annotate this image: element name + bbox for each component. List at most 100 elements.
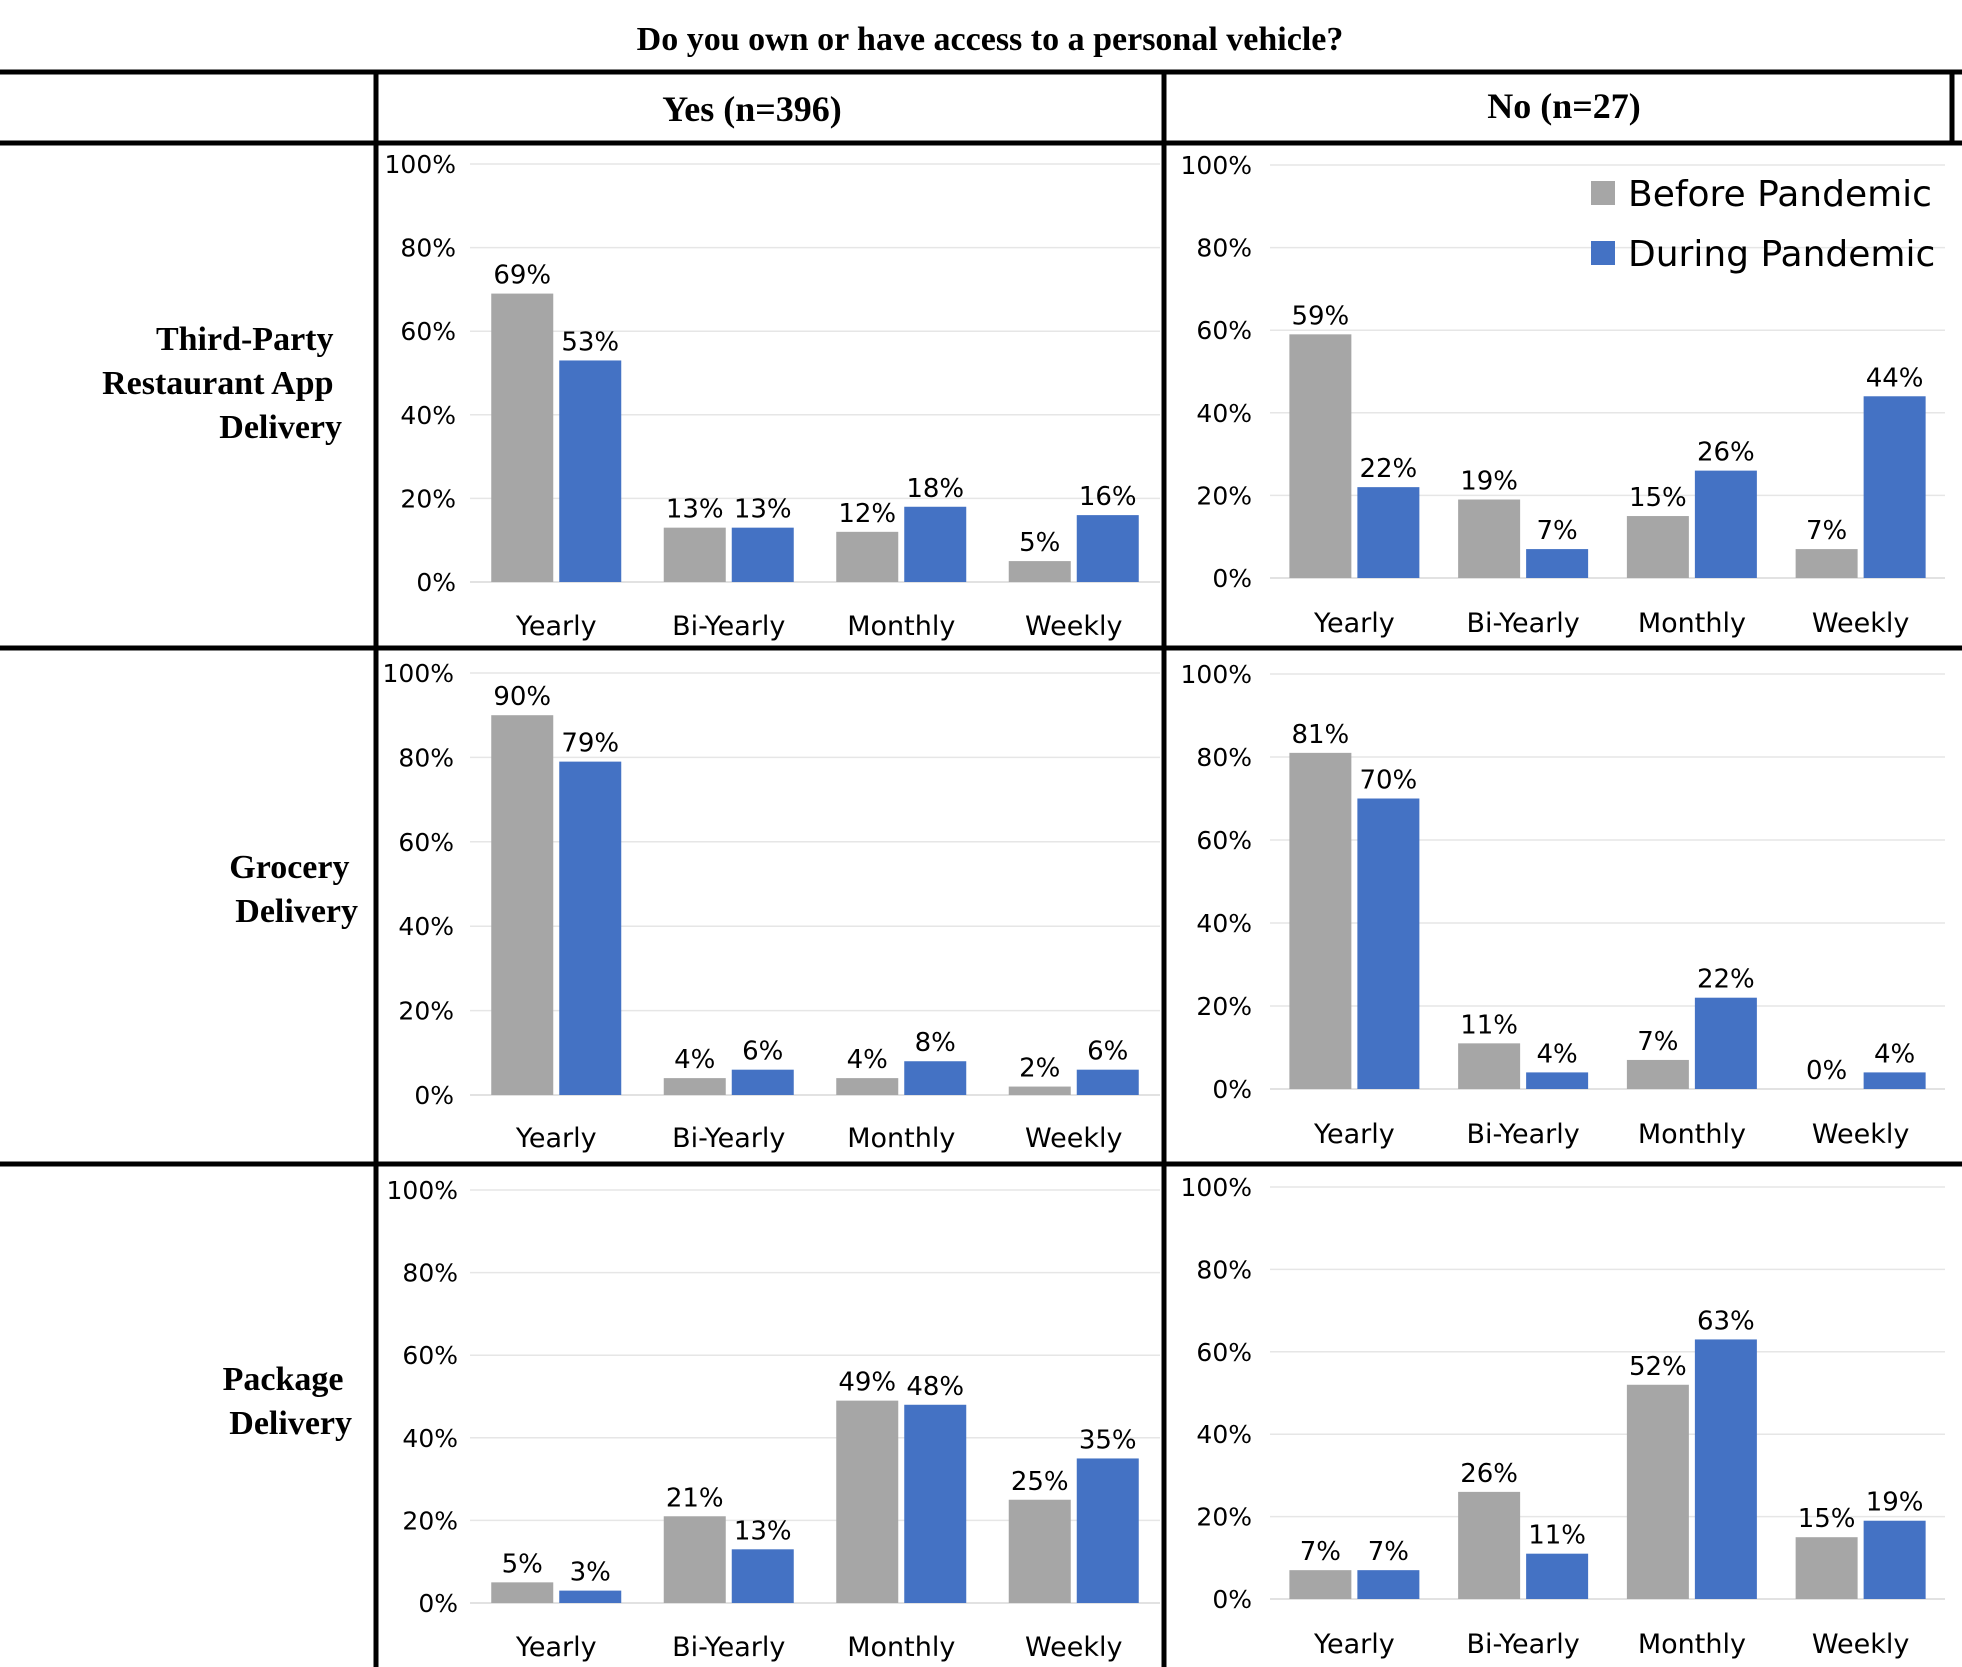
bar-before-pandemic-monthly	[836, 1078, 899, 1095]
category-label-yearly: Yearly	[1313, 1119, 1395, 1150]
chart-panels: 0% 20% 40% 60% 80% 100% 69% 53% Yearly 13% 13% Bi-Y…	[383, 150, 1945, 1663]
bar-before-pandemic-yearly	[491, 293, 554, 582]
bar-before-pandemic-yearly	[1289, 1570, 1352, 1599]
category-label-yearly: Yearly	[515, 1123, 597, 1154]
y-tick-label: 40%	[1196, 399, 1252, 428]
bar-during-pandemic-weekly	[1076, 1069, 1139, 1095]
bar-during-pandemic-monthly	[1694, 1339, 1757, 1599]
bar-before-pandemic-weekly	[1008, 1086, 1071, 1095]
bar-during-pandemic-weekly	[1076, 515, 1139, 582]
data-label-before-pandemic-yearly: 59%	[1291, 301, 1349, 331]
bar-before-pandemic-yearly	[1289, 752, 1352, 1089]
bar-before-pandemic-bi-yearly	[663, 527, 726, 582]
data-label-before-pandemic-weekly: 5%	[1019, 528, 1060, 558]
row-header-restaurant-line-3: Delivery	[219, 409, 342, 446]
data-label-during-pandemic-yearly: 7%	[1368, 1537, 1409, 1567]
chart-third-party-restaurant-app-delivery-yes-n-396: 0% 20% 40% 60% 80% 100% 69% 53% Yearly 13% 13% Bi-Y…	[385, 150, 1160, 642]
y-tick-label: 40%	[1196, 909, 1252, 938]
category-label-weekly: Weekly	[1025, 1632, 1122, 1663]
bar-before-pandemic-yearly	[491, 1582, 554, 1603]
y-tick-label: 80%	[398, 743, 454, 772]
bar-during-pandemic-bi-yearly	[731, 1549, 794, 1603]
category-label-monthly: Monthly	[1638, 608, 1746, 639]
row-header-grocery-line-2: Delivery	[235, 893, 358, 930]
figure-title: Do you own or have access to a personal …	[637, 21, 1344, 58]
y-tick-label: 100%	[1181, 1173, 1252, 1202]
y-tick-label: 80%	[1196, 743, 1252, 772]
data-label-during-pandemic-weekly: 4%	[1874, 1039, 1915, 1069]
y-tick-label: 40%	[1196, 1420, 1252, 1449]
data-label-before-pandemic-weekly: 25%	[1011, 1467, 1069, 1497]
data-label-before-pandemic-weekly: 2%	[1019, 1054, 1060, 1084]
column-header-no: No (n=27)	[1487, 86, 1641, 126]
y-tick-label: 20%	[398, 997, 454, 1026]
column-header-yes: Yes (n=396)	[662, 89, 842, 129]
bar-during-pandemic-bi-yearly	[731, 1069, 794, 1095]
y-tick-label: 40%	[398, 912, 454, 941]
row-header-restaurant: Third-Party Restaurant App Delivery	[102, 321, 342, 446]
y-tick-label: 80%	[400, 234, 456, 263]
y-tick-label: 40%	[402, 1424, 458, 1453]
y-tick-label: 40%	[400, 401, 456, 430]
bar-before-pandemic-monthly	[1626, 1384, 1689, 1599]
data-label-during-pandemic-yearly: 22%	[1359, 454, 1417, 484]
data-label-during-pandemic-weekly: 16%	[1079, 482, 1137, 512]
bar-during-pandemic-monthly	[1694, 470, 1757, 578]
data-label-during-pandemic-monthly: 8%	[915, 1028, 956, 1058]
y-tick-label: 0%	[418, 1589, 458, 1618]
category-label-monthly: Monthly	[847, 1632, 955, 1663]
data-label-before-pandemic-weekly: 15%	[1798, 1504, 1856, 1534]
bar-during-pandemic-bi-yearly	[731, 527, 794, 582]
y-tick-label: 60%	[1196, 1338, 1252, 1367]
y-tick-label: 100%	[387, 1176, 458, 1205]
category-label-bi-yearly: Bi-Yearly	[1467, 608, 1580, 639]
bar-before-pandemic-bi-yearly	[663, 1516, 726, 1603]
category-label-monthly: Monthly	[1638, 1629, 1746, 1660]
row-header-grocery-line-1: Grocery	[229, 849, 349, 886]
legend-label-during: During Pandemic	[1628, 234, 1935, 275]
bar-during-pandemic-yearly	[559, 761, 622, 1095]
data-label-before-pandemic-yearly: 5%	[502, 1549, 543, 1579]
category-label-yearly: Yearly	[1313, 1629, 1395, 1660]
row-header-package-line-1: Package	[223, 1361, 344, 1398]
row-header-package-line-2: Delivery	[229, 1405, 352, 1442]
data-label-before-pandemic-monthly: 52%	[1629, 1352, 1687, 1382]
y-tick-label: 80%	[402, 1259, 458, 1288]
category-label-yearly: Yearly	[1313, 608, 1395, 639]
category-label-bi-yearly: Bi-Yearly	[1467, 1119, 1580, 1150]
data-label-before-pandemic-bi-yearly: 4%	[674, 1045, 715, 1075]
category-label-monthly: Monthly	[847, 1123, 955, 1154]
bar-before-pandemic-weekly	[1795, 549, 1858, 578]
y-tick-label: 20%	[1196, 1503, 1252, 1532]
data-label-during-pandemic-monthly: 63%	[1697, 1306, 1755, 1336]
bar-during-pandemic-bi-yearly	[1526, 1553, 1589, 1599]
bar-before-pandemic-monthly	[1626, 516, 1689, 578]
y-tick-label: 60%	[1196, 316, 1252, 345]
y-tick-label: 60%	[398, 828, 454, 857]
y-tick-label: 80%	[1196, 234, 1252, 263]
data-label-during-pandemic-weekly: 6%	[1087, 1037, 1128, 1067]
data-label-during-pandemic-yearly: 70%	[1359, 766, 1417, 796]
data-label-during-pandemic-yearly: 53%	[561, 327, 619, 357]
data-label-before-pandemic-bi-yearly: 13%	[666, 495, 724, 525]
bar-before-pandemic-bi-yearly	[663, 1078, 726, 1095]
legend-label-before: Before Pandemic	[1628, 174, 1932, 215]
data-label-during-pandemic-monthly: 26%	[1697, 438, 1755, 468]
bar-during-pandemic-monthly	[904, 506, 967, 582]
bar-during-pandemic-weekly	[1863, 396, 1926, 578]
bar-during-pandemic-bi-yearly	[1526, 549, 1589, 578]
data-label-during-pandemic-monthly: 22%	[1697, 965, 1755, 995]
y-tick-label: 60%	[1196, 826, 1252, 855]
category-label-monthly: Monthly	[1638, 1119, 1746, 1150]
category-label-weekly: Weekly	[1025, 1123, 1122, 1154]
category-label-weekly: Weekly	[1025, 611, 1122, 642]
data-label-during-pandemic-bi-yearly: 6%	[742, 1037, 783, 1067]
data-label-during-pandemic-yearly: 3%	[570, 1558, 611, 1588]
data-label-before-pandemic-bi-yearly: 11%	[1460, 1010, 1518, 1040]
chart-third-party-restaurant-app-delivery-no-n-27: 0% 20% 40% 60% 80% 100% 59% 22% Yearly 19% 7% Bi-Ye…	[1181, 151, 1945, 639]
bar-before-pandemic-monthly	[1626, 1059, 1689, 1089]
bar-during-pandemic-monthly	[1694, 997, 1757, 1089]
y-tick-label: 0%	[416, 568, 456, 597]
y-tick-label: 80%	[1196, 1255, 1252, 1284]
